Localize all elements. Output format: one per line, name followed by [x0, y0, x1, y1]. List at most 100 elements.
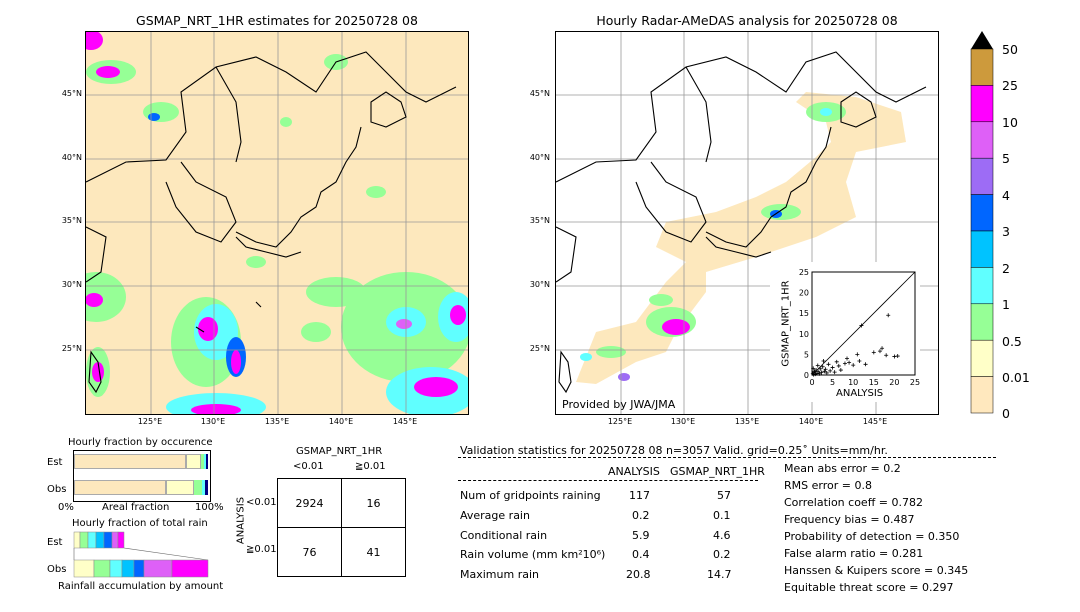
validation-col-gsmap: GSMAP_NRT_1HR — [670, 465, 765, 478]
scatter-point — [812, 369, 817, 374]
accumulation-row-est: Est — [47, 537, 63, 548]
scatter-point — [838, 368, 843, 373]
colorbar-segment — [970, 85, 994, 123]
right-map-coastline — [556, 51, 927, 394]
score-far: False alarm ratio = 0.281 — [784, 547, 924, 560]
validation-row-analysis-0: 117 — [629, 489, 650, 502]
score-mean-abs-error: Mean abs error = 0.2 — [784, 462, 901, 475]
scatter-point — [818, 366, 823, 371]
occurrence-est-bar — [74, 454, 208, 469]
scatter-xtick-label: 15 — [869, 378, 879, 387]
left-precip-patches — [86, 32, 468, 414]
scatter-point — [817, 371, 822, 376]
contingency-row-label-0: <0.01 — [246, 497, 277, 508]
left-map-grid — [86, 32, 468, 414]
colorbar-segment — [970, 121, 994, 159]
cb-tick-10: 10 — [1002, 115, 1018, 130]
scatter-ylabel: GSMAP_NRT_1HR — [780, 280, 792, 367]
scatter-ytick-label: 0 — [804, 371, 809, 380]
scatter-point — [886, 313, 891, 318]
occurrence-axis-right: 100% — [195, 502, 224, 513]
scatter-point — [826, 362, 831, 367]
contingency-table: 2924 16 76 41 — [277, 478, 406, 577]
score-hk: Hanssen & Kuipers score = 0.345 — [784, 564, 969, 577]
right-lon-label-135: 135°E — [734, 417, 760, 426]
cb-tick-50: 50 — [1002, 42, 1018, 57]
scatter-point — [895, 354, 900, 359]
validation-col-rule — [458, 480, 758, 481]
left-map-title: GSMAP_NRT_1HR estimates for 20250728 08 — [136, 13, 418, 28]
right-lat-label-45: 45°N — [529, 89, 550, 98]
cb-tick-0: 0 — [1002, 406, 1010, 421]
colorbar-segment — [970, 194, 994, 232]
colorbar-segment — [970, 48, 994, 86]
left-lat-label-25: 25°N — [61, 344, 82, 353]
contingency-row-title: ANALYSIS — [235, 496, 247, 545]
right-lon-label-125: 125°E — [607, 417, 633, 426]
scatter-point — [823, 367, 828, 372]
cb-tick-4: 4 — [1002, 188, 1010, 203]
validation-row-label-2: Conditional rain — [460, 529, 548, 542]
colorbar-svg — [970, 31, 994, 414]
cb-tick-25: 25 — [1002, 78, 1018, 93]
scatter-point — [855, 352, 860, 357]
scatter-point — [851, 363, 856, 368]
accumulation-bars — [73, 531, 209, 578]
scatter-point — [880, 346, 885, 351]
scatter-ytick-label: 15 — [799, 309, 809, 318]
validation-row-gsmap-3: 0.2 — [713, 548, 731, 561]
scatter-ytick-label: 25 — [799, 268, 809, 277]
occurrence-obs-bar — [74, 480, 208, 495]
occurrence-axis-left: 0% — [58, 502, 74, 513]
scatter-point — [834, 359, 839, 364]
left-map-canvas — [86, 32, 468, 414]
validation-row-label-4: Maximum rain — [460, 568, 539, 581]
scatter-xtick-label: 20 — [889, 378, 899, 387]
validation-row-gsmap-0: 57 — [717, 489, 731, 502]
scatter-point — [892, 354, 897, 359]
scatter-point — [884, 353, 889, 358]
right-lat-label-35: 35°N — [529, 216, 550, 225]
scatter-point — [863, 362, 868, 367]
right-map-title: Hourly Radar-AMeDAS analysis for 2025072… — [596, 13, 898, 28]
scatter-point — [847, 360, 852, 365]
scatter-ytick-label: 20 — [799, 289, 809, 298]
occurrence-axis-mid: Areal fraction — [102, 502, 170, 513]
scatter-point — [845, 356, 850, 361]
right-lon-label-130: 130°E — [670, 417, 696, 426]
validation-row-analysis-1: 0.2 — [632, 509, 650, 522]
right-lon-label-140: 140°E — [798, 417, 824, 426]
scatter-point — [859, 323, 864, 328]
scatter-xtick-label: 25 — [910, 378, 920, 387]
validation-header: Validation statistics for 20250728 08 n=… — [460, 444, 888, 457]
colorbar-segments — [970, 48, 994, 414]
scatter-point — [842, 361, 847, 366]
score-frequency-bias: Frequency bias = 0.487 — [784, 513, 915, 526]
cb-tick-1: 1 — [1002, 297, 1010, 312]
contingency-col-title: GSMAP_NRT_1HR — [296, 446, 383, 457]
left-map — [85, 31, 469, 415]
score-pod: Probability of detection = 0.350 — [784, 530, 960, 543]
scatter-xtick-label: 10 — [848, 378, 858, 387]
colorbar-segment — [970, 339, 994, 377]
validation-row-analysis-4: 20.8 — [626, 568, 651, 581]
left-lat-label-45: 45°N — [61, 89, 82, 98]
scatter-points — [810, 313, 900, 377]
cb-tick-5: 5 — [1002, 151, 1010, 166]
scatter-point — [857, 358, 862, 363]
right-lon-label-145: 145°E — [862, 417, 888, 426]
validation-row-gsmap-4: 14.7 — [707, 568, 732, 581]
accumulation-row-obs: Obs — [47, 564, 67, 575]
left-lon-label-130: 130°E — [200, 417, 226, 426]
score-correlation: Correlation coeff = 0.782 — [784, 496, 923, 509]
scatter-point — [815, 363, 820, 368]
accumulation-obs-bar — [73, 559, 209, 578]
colorbar-segment — [970, 157, 994, 195]
scatter-frame — [811, 271, 916, 376]
cb-tick-3: 3 — [1002, 224, 1010, 239]
left-lon-label-140: 140°E — [328, 417, 354, 426]
scatter-diagonal — [811, 271, 916, 376]
validation-row-label-1: Average rain — [460, 509, 530, 522]
scatter-point — [822, 369, 827, 374]
scatter-panel: 0 0 5 5 10 10 15 15 20 20 25 25 ANALYSIS GSMAP_NRT_… — [770, 262, 920, 402]
